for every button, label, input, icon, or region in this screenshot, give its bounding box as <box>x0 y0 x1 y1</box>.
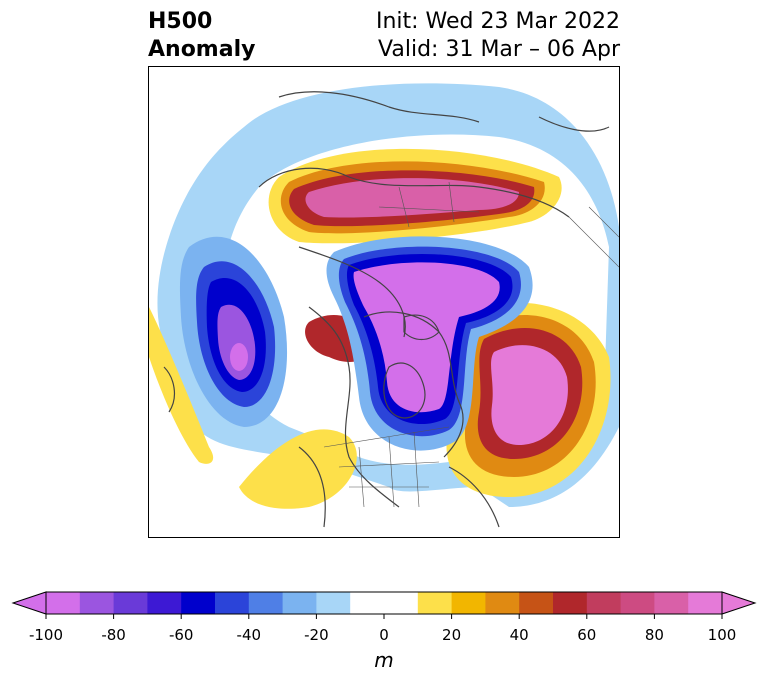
anomaly-map <box>149 83 619 528</box>
colorbar-cell <box>654 592 689 614</box>
colorbar-cell <box>451 592 486 614</box>
colorbar-cell <box>147 592 182 614</box>
colorbar-cell <box>586 592 622 614</box>
colorbar-extend-min <box>11 591 47 615</box>
colorbar-cell <box>485 592 520 614</box>
valid-date: Valid: 31 Mar – 06 Apr <box>378 37 620 62</box>
colorbar-tick-label: 60 <box>577 626 597 644</box>
colorbar-tick-label: -60 <box>168 626 194 644</box>
colorbar-cell <box>519 592 554 614</box>
colorbar-tick-label: -80 <box>101 626 126 644</box>
title-line-1: H500 <box>148 9 213 34</box>
coastlines <box>163 91 610 528</box>
colorbar-cell <box>384 592 419 614</box>
colorbar-tick-label: -100 <box>28 626 64 644</box>
colorbar-tick-label: -20 <box>304 626 329 644</box>
colorbar-cell <box>181 592 216 614</box>
colorbar-cell <box>248 592 284 614</box>
colorbar-tick-label: 80 <box>644 626 664 644</box>
colorbar-cell <box>79 592 115 614</box>
chart-dates: Init: Wed 23 Mar 2022 Valid: 31 Mar – 06… <box>376 8 620 64</box>
title-line-2: Anomaly <box>148 37 256 62</box>
colorbar-tick-label: 100 <box>707 626 737 644</box>
colorbar-unit: m <box>374 648 394 672</box>
colorbar-cell <box>553 592 588 614</box>
colorbar-cell <box>688 592 723 614</box>
political-borders <box>323 181 619 508</box>
negative-low-polar-core <box>353 262 500 413</box>
init-date: Init: Wed 23 Mar 2022 <box>375 9 620 34</box>
colorbar-cell <box>282 592 317 614</box>
negative-low-pacific-center <box>230 343 248 371</box>
colorbar-cell <box>113 592 148 614</box>
positive-core-atlantic <box>491 345 568 445</box>
positive-band-us <box>239 429 357 509</box>
colorbar-cells <box>46 592 723 614</box>
anomaly-field <box>149 83 619 509</box>
colorbar-tick-label: 40 <box>509 626 529 644</box>
colorbar-ticks <box>45 614 723 619</box>
colorbar-cell <box>215 592 250 614</box>
colorbar <box>11 591 757 619</box>
positive-band-southwest <box>149 307 214 464</box>
colorbar-extend-max <box>721 591 757 615</box>
colorbar-tick-label: 0 <box>379 626 389 644</box>
positive-core-north <box>305 178 519 218</box>
colorbar-cell <box>350 592 385 614</box>
colorbar-cell <box>46 592 81 614</box>
colorbar-cell <box>316 592 351 614</box>
colorbar-cell <box>620 592 655 614</box>
colorbar-tick-label: 20 <box>442 626 462 644</box>
chart-title: H500 Anomaly <box>148 8 255 64</box>
map-panel <box>148 66 620 538</box>
colorbar-cell <box>417 592 453 614</box>
colorbar-tick-label: -40 <box>236 626 262 644</box>
